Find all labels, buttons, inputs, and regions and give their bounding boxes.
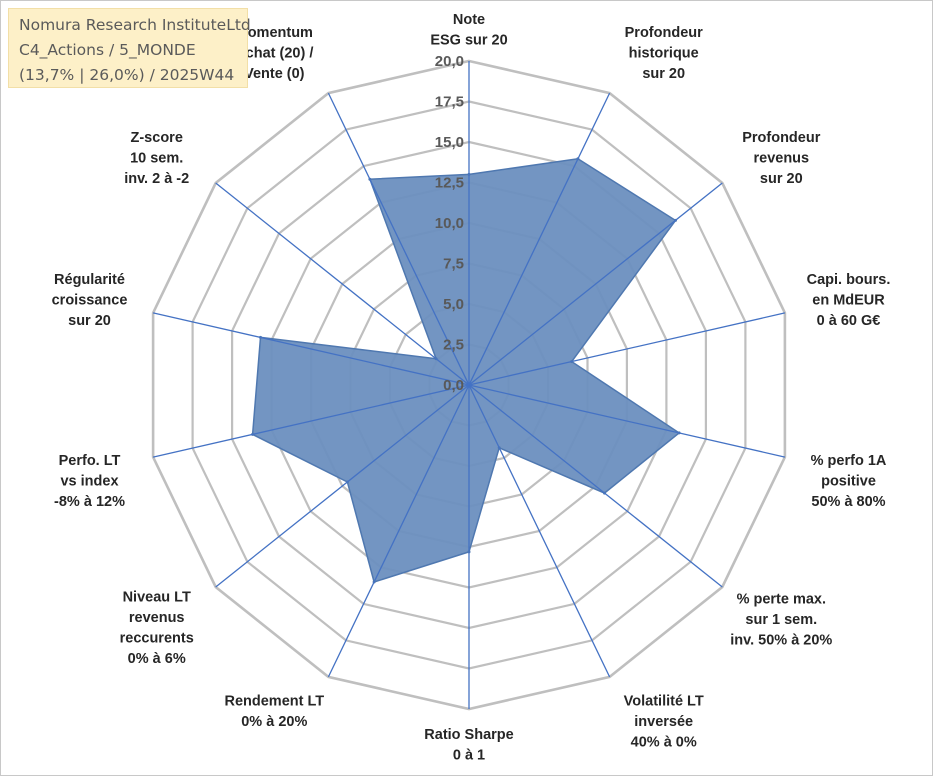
tick-label: 10,0 [435, 215, 464, 232]
axis-label-line: ESG sur 20 [430, 33, 507, 49]
axis-label: Ratio Sharpe 0 à 1 [424, 727, 513, 764]
axis-label-line: % perte max. [737, 592, 826, 608]
axis-label-line: 0% à 20% [241, 714, 307, 730]
axis-label-line: sur 20 [642, 66, 685, 82]
axis-label-line: Volatilité LT [624, 694, 704, 710]
info-box: Nomura Research InstituteLtd C4_Actions … [8, 8, 251, 88]
axis-label-line: Note [453, 12, 485, 28]
axis-label-line: sur 20 [68, 313, 111, 329]
axis-label-line: Niveau LT [123, 590, 191, 606]
axis-spoke [468, 312, 786, 386]
axis-label-line: Capi. bours. [807, 272, 891, 288]
axis-label-line: Ratio Sharpe [424, 727, 513, 743]
axis-lines [152, 61, 786, 709]
axis-label-line: 10 sem. [130, 151, 183, 167]
axis-label-line: inv. 2 à -2 [124, 171, 189, 187]
tick-label: 17,5 [435, 94, 464, 111]
axis-label: Profondeur revenus sur 20 [742, 130, 820, 187]
axis-spoke [468, 92, 611, 386]
axis-label: % perfo 1A positive 50% à 80% [811, 453, 887, 510]
axis-label: Profondeur historique sur 20 [625, 25, 703, 82]
axis-label-line: reccurents [120, 631, 194, 647]
axis-label: Z-score 10 sem. inv. 2 à -2 [124, 130, 189, 187]
tick-label: 5,0 [443, 296, 464, 313]
axis-label: Note ESG sur 20 [430, 12, 507, 49]
axis-spoke [327, 384, 470, 678]
tick-label: 0,0 [443, 377, 464, 394]
axis-label: Volatilité LT inversée 40% à 0% [624, 694, 704, 751]
axis-label-line: inv. 50% à 20% [730, 633, 832, 649]
axis-spoke [215, 182, 470, 386]
axis-spoke [327, 92, 470, 386]
tick-label: 20,0 [435, 53, 464, 70]
company-name: Nomura Research InstituteLtd [19, 16, 251, 34]
category-label: C4_Actions / 5_MONDE [19, 41, 196, 59]
axis-label-line: 0% à 6% [128, 651, 186, 667]
axis-spoke [468, 384, 611, 678]
axis-label-line: 50% à 80% [811, 494, 885, 510]
axis-label-line: sur 1 sem. [745, 612, 817, 628]
axis-label-line: historique [629, 46, 699, 62]
axis-label-line: Régularité [54, 272, 125, 288]
axis-label-line: 0 à 1 [453, 748, 485, 764]
axis-labels: Note ESG sur 20 Profondeur historique sur 20… [52, 12, 891, 764]
axis-label-line: en MdEUR [812, 292, 885, 308]
axis-label-line: sur 20 [760, 171, 803, 187]
tick-label: 2,5 [443, 337, 464, 354]
axis-label-line: -8% à 12% [54, 494, 125, 510]
tick-label: 7,5 [443, 256, 464, 273]
axis-label-line: Vente (0) [244, 66, 305, 82]
axis-label: Perfo. LT vs index -8% à 12% [54, 453, 125, 510]
axis-label-line: 0 à 60 G€ [817, 313, 881, 329]
axis-spoke [215, 384, 470, 588]
axis-label-line: revenus [753, 151, 809, 167]
axis-label: Niveau LT revenus reccurents 0% à 6% [120, 590, 194, 668]
axis-label-line: Perfo. LT [59, 453, 121, 469]
axis-label-line: revenus [129, 610, 185, 626]
axis-label: Régularité croissance sur 20 [52, 272, 128, 329]
axis-label: % perte max. sur 1 sem. inv. 50% à 20% [730, 592, 832, 649]
axis-label-line: % perfo 1A [811, 453, 887, 469]
axis-label: Rendement LT 0% à 20% [224, 694, 324, 731]
axis-label: Momentum Achat (20) / Vente (0) [235, 25, 313, 82]
tick-label: 15,0 [435, 134, 464, 151]
axis-spoke [468, 384, 723, 588]
axis-label-line: positive [821, 474, 876, 490]
axis-label: Capi. bours. en MdEUR 0 à 60 G€ [807, 272, 891, 329]
axis-label-line: Achat (20) / [235, 46, 313, 62]
axis-spoke [152, 312, 470, 386]
axis-label-line: inversée [634, 714, 693, 730]
axis-label-line: Profondeur [625, 25, 703, 41]
series-area [251, 158, 681, 583]
axis-label-line: Momentum [236, 25, 313, 41]
axis-label-line: 40% à 0% [631, 735, 697, 751]
axis-spoke [468, 384, 786, 458]
stats-label: (13,7% | 26,0%) / 2025W44 [19, 66, 235, 84]
tick-labels: 0,0 2,5 5,0 7,5 10,0 12,5 15,0 17,5 20,0 [435, 53, 464, 394]
axis-label-line: Profondeur [742, 130, 820, 146]
axis-spoke [468, 182, 723, 386]
axis-spoke [152, 384, 470, 458]
axis-label-line: croissance [52, 292, 128, 308]
axis-label-line: Z-score [131, 130, 183, 146]
axis-label-line: Rendement LT [224, 694, 324, 710]
tick-label: 12,5 [435, 175, 464, 192]
axis-label-line: vs index [60, 474, 118, 490]
